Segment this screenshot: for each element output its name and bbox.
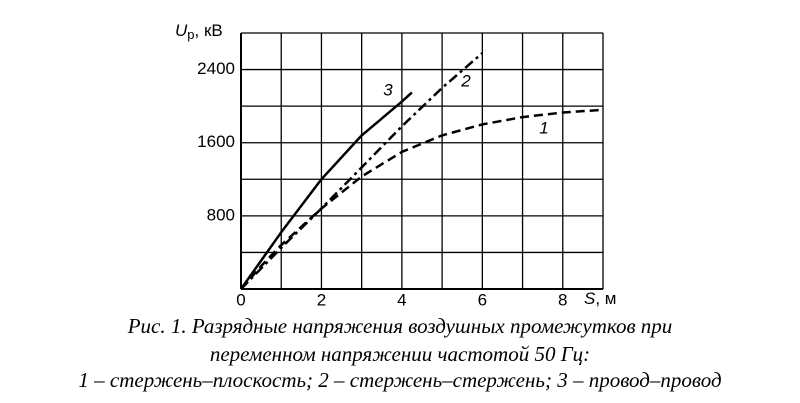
x-axis-label: S, м bbox=[584, 289, 616, 308]
x-label-unit: , м bbox=[595, 289, 616, 308]
caption-line: Рис. 1. Разрядные напряжения воздушных п… bbox=[127, 314, 673, 338]
series-label: 2 bbox=[460, 71, 471, 90]
y-label-unit: , кВ bbox=[195, 21, 223, 40]
y-tick-label: 1600 bbox=[197, 132, 235, 151]
series-label: 1 bbox=[539, 118, 548, 137]
series-line bbox=[240, 108, 604, 290]
series-line bbox=[240, 52, 484, 290]
y-tick-label: 800 bbox=[207, 205, 235, 224]
y-tick-label: 2400 bbox=[197, 59, 235, 78]
series-label: 3 bbox=[383, 80, 393, 99]
x-tick-label: 4 bbox=[397, 290, 406, 309]
x-tick-label: 8 bbox=[558, 290, 567, 309]
x-tick-label: 0 bbox=[236, 290, 245, 309]
y-axis-label: Uр, кВ bbox=[175, 21, 223, 42]
caption-line: 1 – стержень–плоскость; 2 – стержень–сте… bbox=[78, 368, 721, 392]
caption-line: переменном напряжении частотой 50 Гц: bbox=[210, 342, 590, 366]
x-label-symbol: S bbox=[584, 289, 596, 308]
y-label-symbol: U bbox=[175, 21, 188, 40]
x-tick-label: 2 bbox=[317, 290, 326, 309]
x-tick-label: 6 bbox=[478, 290, 487, 309]
y-label-sub: р bbox=[187, 27, 194, 42]
series-line bbox=[239, 91, 413, 290]
